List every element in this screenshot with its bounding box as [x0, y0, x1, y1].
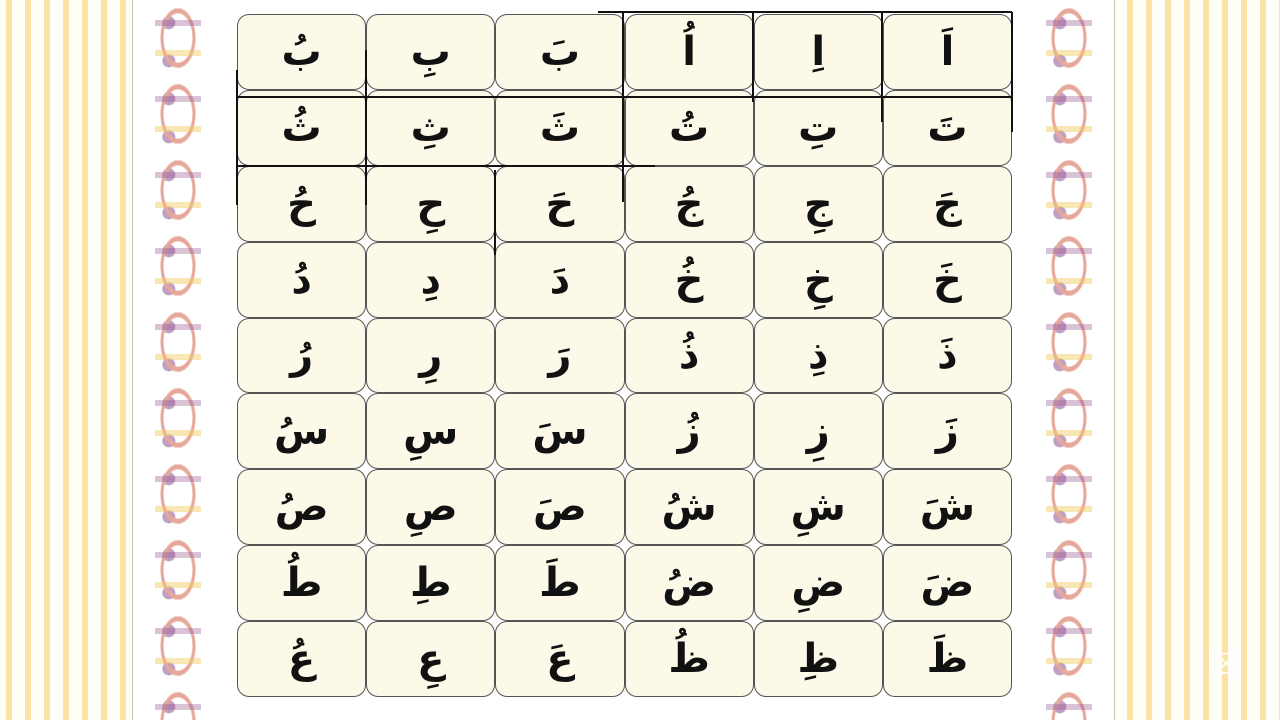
- letter-cell: صُ: [237, 469, 367, 546]
- letter-cell: طِ: [366, 545, 496, 622]
- letter-cell: شَ: [882, 469, 1012, 546]
- letter-cell: عُ: [237, 621, 367, 697]
- letter-cell: ذِ: [753, 317, 883, 394]
- letter-cell: ضُ: [624, 545, 754, 622]
- letter-cell: بِ: [366, 14, 496, 90]
- drawn-line: [237, 96, 1012, 98]
- letter-cell: طُ: [237, 545, 367, 622]
- letter-cell: جُ: [624, 165, 754, 242]
- letter-cell: اِ: [753, 14, 883, 90]
- letter-cell: ضَ: [882, 545, 1012, 622]
- letter-cell: صَ: [495, 469, 625, 546]
- letter-grid: اَ اِ اُ بَ بِ بُ تَ تِ تُ ثَ ثِ ثُ جَ جِ جُ حَ حِ حُ خَ خِ…: [237, 14, 1012, 697]
- ornamental-border-right: [1046, 0, 1092, 720]
- letter-cell: عِ: [366, 621, 496, 697]
- letter-cell: زِ: [753, 393, 883, 470]
- letter-cell: خَ: [882, 241, 1012, 318]
- letter-cell: خُ: [624, 241, 754, 318]
- letter-cell: حِ: [366, 165, 496, 242]
- letter-cell: حُ: [237, 165, 367, 242]
- letter-cell: ثِ: [366, 89, 496, 166]
- drawn-line: [598, 11, 1012, 13]
- letter-cell: ظَ: [882, 621, 1012, 697]
- letter-cell: بُ: [237, 14, 367, 90]
- drawn-line: [494, 170, 496, 255]
- letter-cell: طَ: [495, 545, 625, 622]
- letter-cell: شِ: [753, 469, 883, 546]
- drawn-line: [881, 12, 883, 122]
- drawn-line: [1011, 12, 1013, 132]
- letter-cell: خِ: [753, 241, 883, 318]
- drawn-line: [365, 50, 367, 205]
- letter-cell: عَ: [495, 621, 625, 697]
- letter-cell: ذَ: [882, 317, 1012, 394]
- letter-cell: تَ: [882, 89, 1012, 166]
- drawn-line: [752, 12, 754, 102]
- letter-cell: ضِ: [753, 545, 883, 622]
- letter-cell: ظُ: [624, 621, 754, 697]
- letter-cell: تِ: [753, 89, 883, 166]
- letter-cell: دَ: [495, 241, 625, 318]
- letter-cell: تُ: [624, 89, 754, 166]
- letter-cell: سُ: [237, 393, 367, 470]
- letter-cell: ثُ: [237, 89, 367, 166]
- letter-cell: زُ: [624, 393, 754, 470]
- ornamental-border-left: [155, 0, 201, 720]
- letter-cell: اَ: [882, 14, 1012, 90]
- letter-cell: رُ: [237, 317, 367, 394]
- letter-cell: اُ: [624, 14, 754, 90]
- letter-cell: بَ: [495, 14, 625, 90]
- letter-cell: سَ: [495, 393, 625, 470]
- letter-cell: صِ: [366, 469, 496, 546]
- letter-cell: جَ: [882, 165, 1012, 242]
- letter-cell: جِ: [753, 165, 883, 242]
- letter-cell: سِ: [366, 393, 496, 470]
- letter-cell: رِ: [366, 317, 496, 394]
- letter-cell: ذُ: [624, 317, 754, 394]
- letter-cell: رَ: [495, 317, 625, 394]
- drawn-line: [622, 12, 624, 202]
- drawn-line: [237, 165, 655, 167]
- letter-cell: دُ: [237, 241, 367, 318]
- letter-cell: شُ: [624, 469, 754, 546]
- letter-cell: زَ: [882, 393, 1012, 470]
- letter-cell: ثَ: [495, 89, 625, 166]
- letter-cell: ظِ: [753, 621, 883, 697]
- capcut-logo-icon: ⌧: [1210, 648, 1243, 681]
- letter-cell: دِ: [366, 241, 496, 318]
- letter-cell: حَ: [495, 165, 625, 242]
- drawn-line: [236, 70, 238, 205]
